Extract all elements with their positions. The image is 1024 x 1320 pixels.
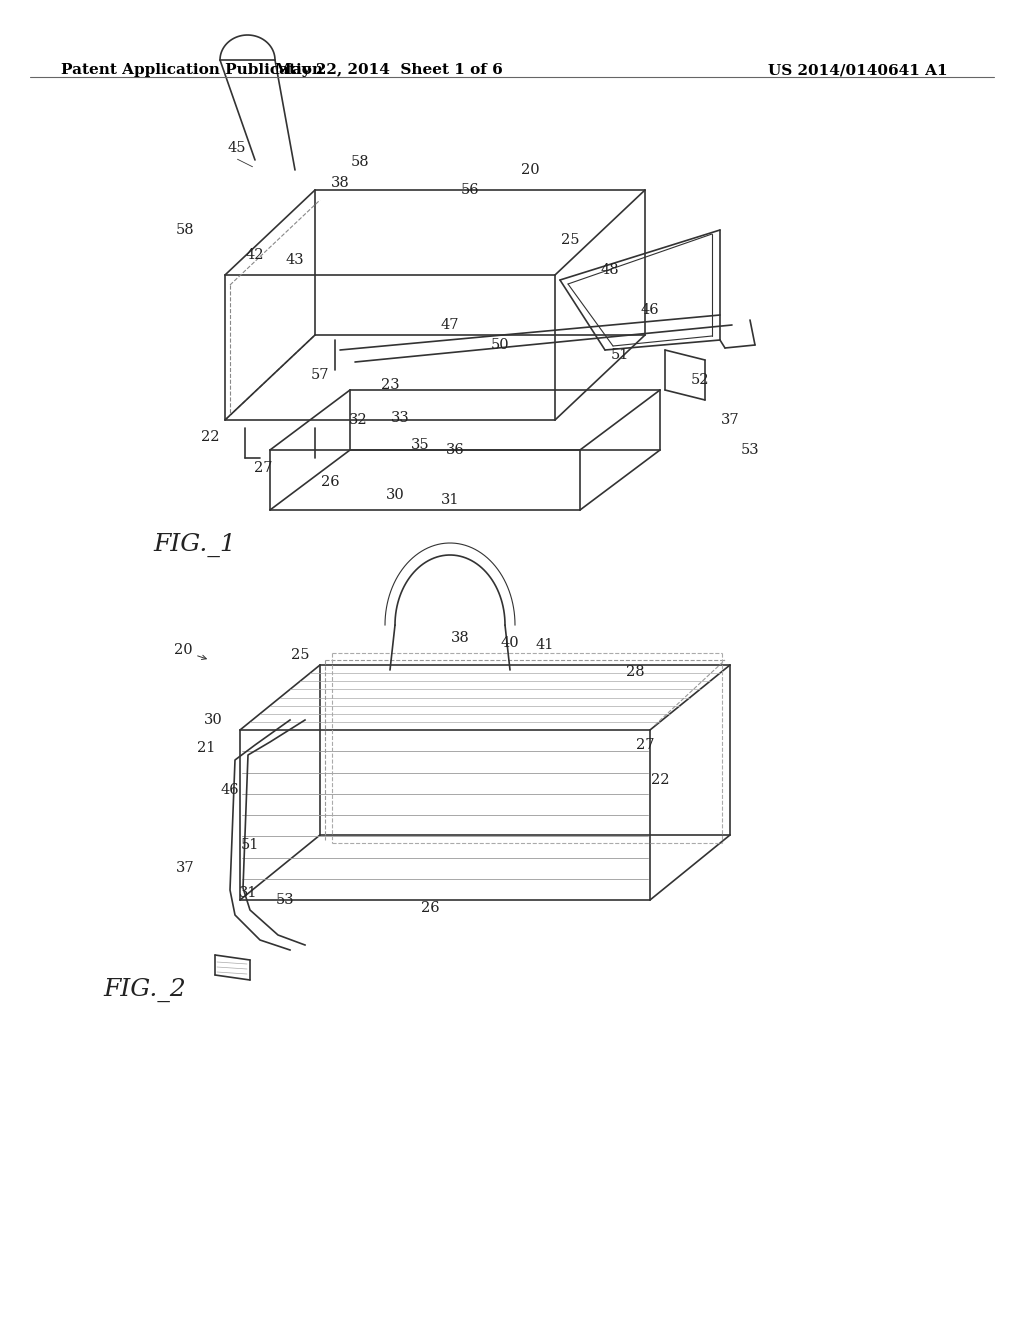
Text: 20: 20 (174, 643, 193, 657)
Text: US 2014/0140641 A1: US 2014/0140641 A1 (768, 63, 947, 78)
Text: 42: 42 (246, 248, 264, 261)
Text: 32: 32 (349, 413, 368, 426)
Text: 23: 23 (381, 378, 399, 392)
Text: 51: 51 (610, 348, 629, 362)
Text: 58: 58 (350, 154, 370, 169)
Text: 31: 31 (440, 492, 459, 507)
Text: 30: 30 (386, 488, 404, 502)
Text: 25: 25 (561, 234, 580, 247)
Text: 25: 25 (291, 648, 309, 663)
Text: FIG._2: FIG._2 (103, 978, 186, 1002)
Text: 41: 41 (536, 638, 554, 652)
Text: 45: 45 (227, 141, 246, 154)
Text: 43: 43 (286, 253, 304, 267)
Text: 50: 50 (490, 338, 509, 352)
Text: 40: 40 (501, 636, 519, 649)
Text: 47: 47 (440, 318, 459, 333)
Text: FIG._1: FIG._1 (154, 533, 237, 557)
Text: 46: 46 (641, 304, 659, 317)
Text: 38: 38 (331, 176, 349, 190)
Text: 51: 51 (241, 838, 259, 851)
Text: 28: 28 (626, 665, 644, 678)
Text: 30: 30 (204, 713, 222, 727)
Text: 26: 26 (321, 475, 339, 488)
Text: 31: 31 (239, 886, 257, 900)
Text: 36: 36 (445, 444, 464, 457)
Text: 26: 26 (421, 902, 439, 915)
Text: 27: 27 (636, 738, 654, 752)
Text: 35: 35 (411, 438, 429, 451)
Text: 37: 37 (721, 413, 739, 426)
Text: 53: 53 (740, 444, 760, 457)
Text: 46: 46 (221, 783, 240, 797)
Text: 22: 22 (201, 430, 219, 444)
Text: 27: 27 (254, 461, 272, 475)
Text: 48: 48 (601, 263, 620, 277)
Text: 21: 21 (197, 741, 215, 755)
Text: 33: 33 (390, 411, 410, 425)
Text: 53: 53 (275, 894, 294, 907)
Text: May 22, 2014  Sheet 1 of 6: May 22, 2014 Sheet 1 of 6 (275, 63, 503, 78)
Text: Patent Application Publication: Patent Application Publication (61, 63, 324, 78)
Text: 22: 22 (650, 774, 670, 787)
Text: 57: 57 (310, 368, 330, 381)
Text: 37: 37 (176, 861, 195, 875)
Text: 52: 52 (691, 374, 710, 387)
Text: 58: 58 (176, 223, 195, 238)
Text: 56: 56 (461, 183, 479, 197)
Text: 38: 38 (451, 631, 469, 645)
Text: 20: 20 (520, 162, 540, 177)
